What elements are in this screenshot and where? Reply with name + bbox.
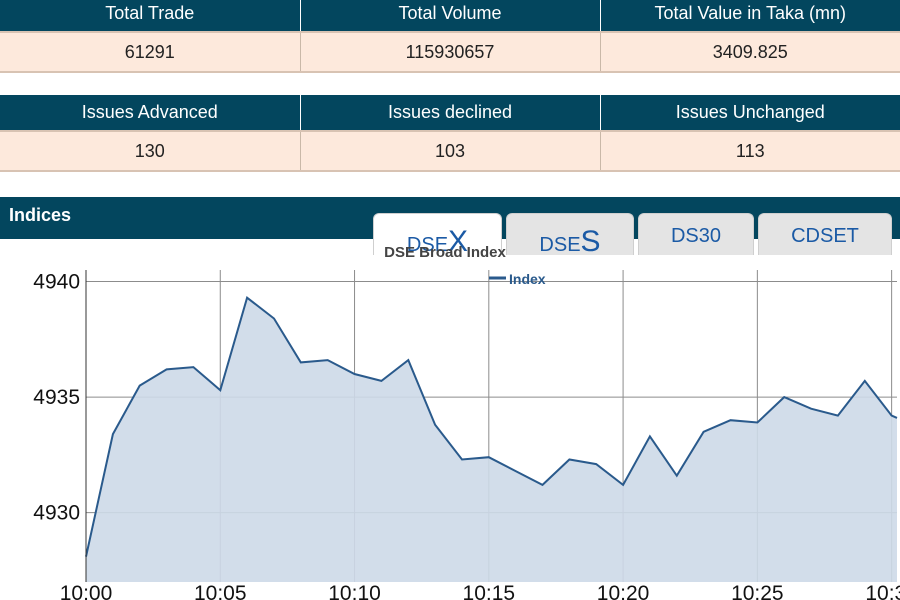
index-series-area (86, 297, 897, 582)
header-total-trade: Total Trade (0, 0, 301, 32)
tab-dsex[interactable]: DSEX (373, 213, 502, 259)
tab-ds30-label: DS30 (670, 225, 722, 247)
x-tick-label: 10:15 (463, 582, 516, 600)
y-tick-label: 4940 (33, 271, 80, 294)
value-issues-advanced: 130 (0, 130, 301, 172)
legend-label-index: Index (509, 271, 546, 287)
tab-strip-underline (373, 255, 900, 258)
header-total-volume: Total Volume (300, 0, 601, 32)
x-tick-label: 10:05 (194, 582, 247, 600)
header-issues-unchanged: Issues Unchanged (600, 95, 900, 131)
index-series-line (85, 296, 898, 557)
tab-dses[interactable]: DSES (506, 213, 634, 259)
issues-summary-table: Issues Advanced Issues declined Issues U… (0, 95, 900, 172)
value-total-value: 3409.825 (600, 31, 900, 73)
chart-axes: 10:00 10:05 10:10 10:15 10:20 10:25 10:30 4930 4… (33, 270, 900, 600)
y-tick-label: 4930 (33, 502, 80, 525)
header-total-value: Total Value in Taka (mn) (600, 0, 900, 32)
tab-dses-label: DSES (539, 225, 600, 259)
indices-title: Indices (9, 205, 72, 225)
tab-cdset[interactable]: CDSET (758, 213, 892, 257)
value-total-trade: 61291 (0, 31, 301, 73)
value-issues-unchanged: 113 (600, 130, 900, 172)
x-tick-label: 10:25 (731, 582, 784, 600)
tab-dsex-prefix: DSE (406, 234, 449, 256)
x-tick-label: 10:00 (60, 582, 113, 600)
tab-cdset-label: CDSET (791, 225, 859, 247)
chart-title: DSE Broad Index (384, 244, 506, 261)
value-issues-declined: 103 (300, 130, 601, 172)
value-total-volume: 115930657 (300, 31, 601, 73)
header-issues-advanced: Issues Advanced (0, 95, 301, 131)
y-tick-label: 4935 (33, 386, 80, 409)
trade-summary-table: Total Trade Total Volume Total Value in … (0, 0, 900, 73)
header-issues-declined: Issues declined (300, 95, 601, 131)
tab-dses-prefix: DSE (539, 234, 581, 256)
x-tick-label: 10:30 (865, 582, 900, 600)
x-tick-label: 10:10 (328, 582, 381, 600)
tab-ds30[interactable]: DS30 (638, 213, 754, 257)
tab-dsex-label: DSEX (407, 225, 468, 259)
x-tick-label: 10:20 (597, 582, 650, 600)
tab-dses-suffix: S (580, 225, 601, 258)
dse-broad-index-chart: 10:00 10:05 10:10 10:15 10:20 10:25 10:30 4930 4… (33, 244, 900, 600)
tab-dsex-suffix: X (448, 225, 469, 258)
